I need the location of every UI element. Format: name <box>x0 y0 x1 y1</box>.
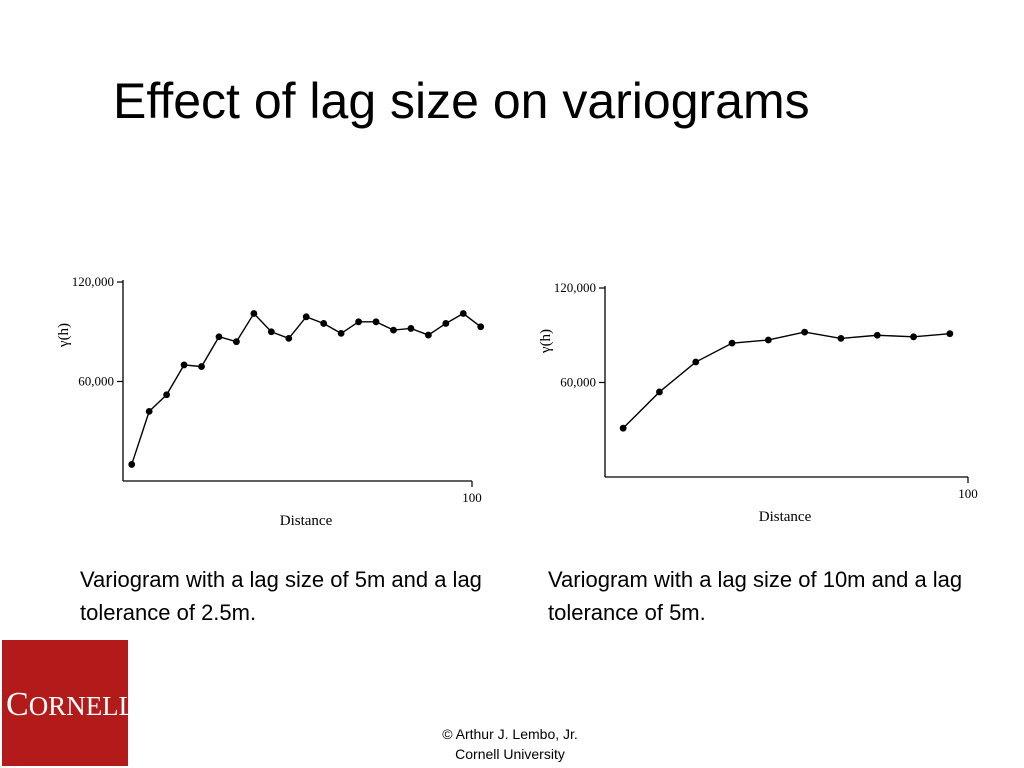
data-point <box>198 363 205 370</box>
data-point <box>656 388 663 396</box>
data-point <box>215 333 223 341</box>
chart-left-svg: 60,000 120,000 100 Distance γ(h) <box>56 274 485 529</box>
data-point <box>442 320 450 327</box>
data-point <box>390 326 397 334</box>
data-point <box>424 331 432 339</box>
y-tick-label: 120,000 <box>554 280 596 295</box>
x-tick-label: 100 <box>958 486 978 501</box>
data-point <box>337 330 345 337</box>
data-point <box>250 310 258 317</box>
copyright-line-university: Cornell University <box>455 746 565 762</box>
variogram-chart-lag-10m: 60,000 120,000 100 Distance γ(h) <box>526 268 994 532</box>
variogram-chart-lag-5m: 60,000 120,000 100 Distance γ(h) <box>50 262 510 532</box>
data-point <box>320 320 328 327</box>
data-point <box>302 313 310 321</box>
data-point <box>145 407 153 415</box>
data-point <box>801 328 809 336</box>
data-point <box>459 310 467 317</box>
data-point <box>180 361 188 369</box>
data-point <box>692 358 700 366</box>
data-point <box>728 339 736 347</box>
copyright-line-author: © Arthur J. Lembo, Jr. <box>442 726 578 742</box>
y-tick-label: 60,000 <box>560 375 596 390</box>
data-point <box>285 334 293 342</box>
data-point <box>946 330 954 338</box>
data-point <box>910 333 917 341</box>
data-point <box>267 328 275 336</box>
y-tick-label: 60,000 <box>78 374 114 389</box>
caption-lag-10m: Variogram with a lag size of 10m and a l… <box>548 567 963 625</box>
data-point <box>764 336 772 344</box>
data-point <box>477 323 485 331</box>
slide-title: Effect of lag size on variograms <box>113 73 810 129</box>
x-tick-label: 100 <box>462 490 482 505</box>
data-point <box>873 331 881 339</box>
y-axis-label: γ(h) <box>56 323 72 348</box>
data-point <box>837 335 845 342</box>
series-line <box>622 331 950 429</box>
data-point <box>372 318 380 326</box>
data-point <box>128 461 136 468</box>
x-axis-label: Distance <box>280 513 333 529</box>
y-axis-label: γ(h) <box>538 329 554 354</box>
data-point <box>163 391 171 399</box>
data-point <box>407 325 415 332</box>
data-point <box>619 424 627 432</box>
y-tick-label: 120,000 <box>72 274 114 289</box>
chart-right-svg: 60,000 120,000 100 Distance γ(h) <box>538 280 978 525</box>
caption-lag-5m: Variogram with a lag size of 5m and a la… <box>80 567 482 625</box>
cornell-logo-text: CORNELL <box>6 686 136 723</box>
copyright-notice: © Arthur J. Lembo, Jr. Cornell Universit… <box>400 724 620 764</box>
cornell-logo: CORNELL <box>2 640 135 766</box>
data-point <box>355 318 362 326</box>
x-axis-label: Distance <box>759 509 812 525</box>
chart-right-plot: 60,000 120,000 100 Distance γ(h) <box>538 280 978 525</box>
chart-left-plot: 60,000 120,000 100 Distance γ(h) <box>56 274 485 529</box>
data-point <box>233 338 240 346</box>
